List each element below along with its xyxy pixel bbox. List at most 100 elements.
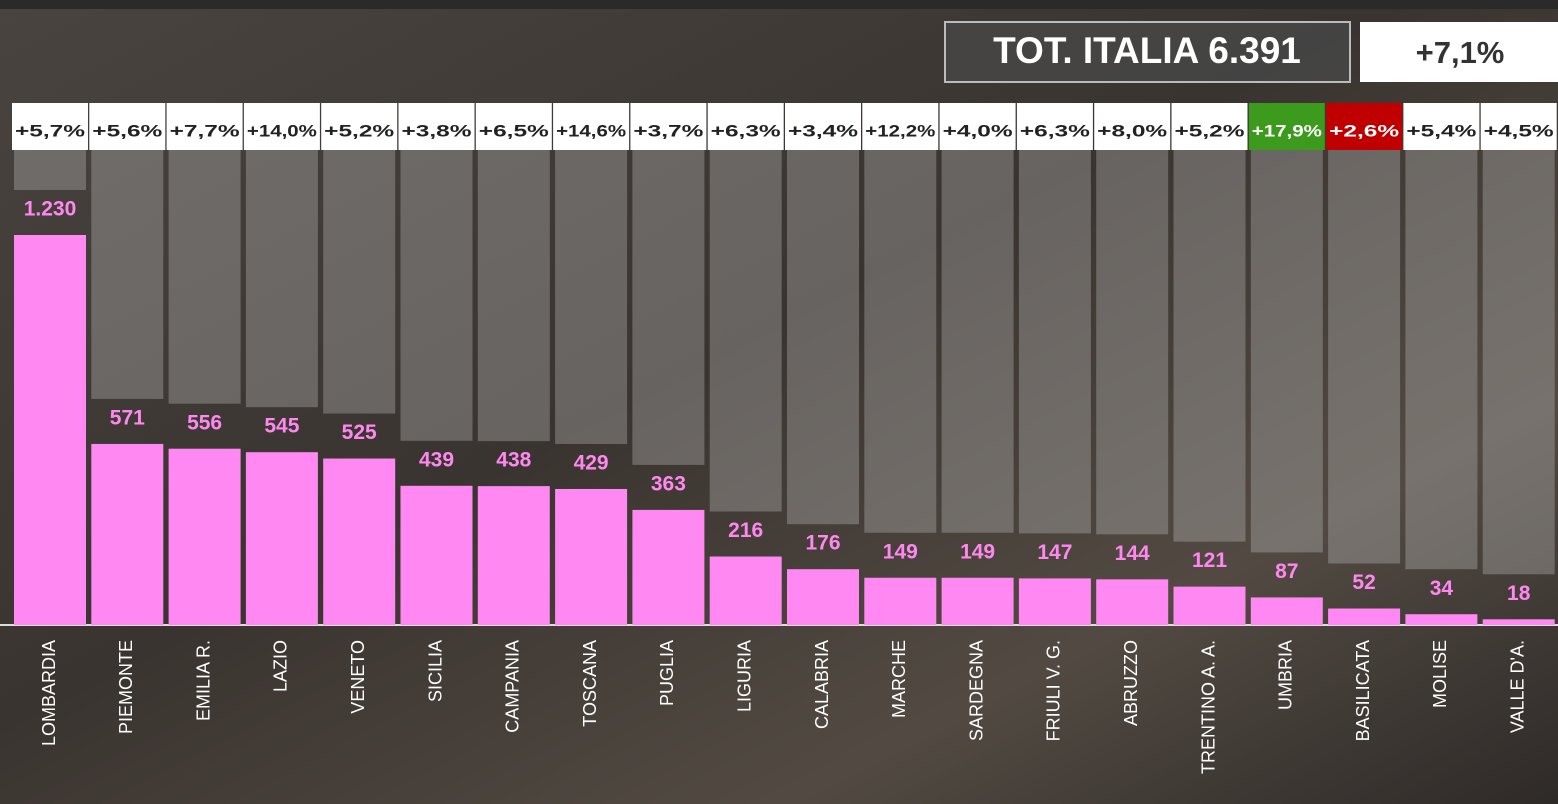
- x-tick-label: BASILICATA: [1353, 640, 1373, 741]
- change-label: +12,2%: [865, 121, 935, 140]
- x-tick-label: LOMBARDIA: [39, 640, 59, 746]
- change-box: [707, 103, 784, 150]
- value-label: 121: [1192, 549, 1227, 572]
- bar: [91, 443, 164, 625]
- x-tick-label: MOLISE: [1430, 640, 1450, 708]
- change-box: [321, 103, 398, 150]
- x-tick-label: TOSCANA: [580, 640, 600, 727]
- x-tick-label: LIGURIA: [734, 640, 754, 712]
- x-tick-label: SICILIA: [425, 640, 445, 702]
- bar: [245, 452, 318, 625]
- total-box: [944, 21, 1351, 83]
- change-label: +5,2%: [1175, 121, 1245, 140]
- change-box: [553, 103, 630, 150]
- bar: [400, 485, 473, 625]
- bar: [1250, 597, 1323, 625]
- value-label: 525: [342, 421, 377, 444]
- bar: [864, 577, 937, 625]
- change-label: +14,0%: [247, 121, 317, 140]
- bar: [323, 458, 396, 625]
- x-tick-label: CALABRIA: [812, 640, 832, 729]
- column-shade: [787, 150, 859, 525]
- value-label: 439: [419, 448, 454, 471]
- change-label: +3,4%: [788, 121, 858, 140]
- value-label: 363: [651, 472, 686, 495]
- value-label: 87: [1275, 560, 1298, 583]
- bar: [14, 235, 86, 625]
- bar: [1405, 614, 1478, 625]
- value-label: 149: [883, 540, 918, 563]
- column-shade: [1096, 150, 1169, 535]
- change-label: +14,6%: [556, 121, 626, 140]
- column-shade: [91, 150, 164, 399]
- column-shade: [1405, 150, 1478, 570]
- value-label: 52: [1352, 571, 1375, 594]
- value-label: 34: [1430, 577, 1454, 600]
- change-box: [1326, 103, 1403, 150]
- column-shade: [1250, 150, 1323, 553]
- column-shade: [477, 150, 550, 442]
- x-tick-label: VALLE D'A.: [1507, 640, 1527, 733]
- column-shade: [555, 150, 628, 444]
- column-shade: [323, 150, 396, 414]
- change-box: [630, 103, 707, 150]
- change-box: [939, 103, 1016, 150]
- bar: [1173, 586, 1246, 625]
- column-shade: [632, 150, 705, 465]
- change-label: +5,6%: [92, 121, 162, 140]
- change-label: +5,2%: [324, 121, 394, 140]
- change-box: [475, 103, 552, 150]
- total-change: +7,1%: [1416, 35, 1505, 70]
- value-label: 429: [574, 452, 609, 475]
- column-shade: [168, 150, 241, 404]
- x-tick-label: EMILIA R.: [193, 640, 213, 721]
- column-shade: [14, 150, 86, 190]
- x-tick-label: SARDEGNA: [966, 640, 986, 741]
- change-label: +2,6%: [1329, 121, 1399, 140]
- x-tick-label: PUGLIA: [657, 640, 677, 706]
- value-label: 545: [264, 415, 299, 438]
- column-shade: [1018, 150, 1091, 534]
- bar: [1096, 579, 1169, 625]
- value-label: 571: [110, 406, 145, 429]
- x-tick-label: CAMPANIA: [503, 640, 523, 733]
- change-box: [1403, 103, 1480, 150]
- top-strip: [0, 0, 1558, 9]
- bar: [1018, 578, 1091, 625]
- change-label: +7,7%: [170, 121, 240, 140]
- x-tick-label: PIEMONTE: [116, 640, 136, 734]
- value-label: 18: [1507, 582, 1531, 605]
- value-label: 1.230: [24, 198, 77, 221]
- change-label: +6,3%: [1020, 121, 1090, 140]
- x-tick-label: FRIULI V. G.: [1044, 640, 1064, 741]
- bar: [1482, 619, 1555, 625]
- value-label: 556: [187, 411, 222, 434]
- x-tick-label: VENETO: [348, 640, 368, 714]
- change-box: [243, 103, 320, 150]
- value-label: 216: [728, 519, 763, 542]
- x-tick-label: MARCHE: [889, 640, 909, 718]
- x-tick-label: UMBRIA: [1276, 640, 1296, 710]
- change-label: +4,5%: [1484, 121, 1554, 140]
- bar: [632, 509, 705, 625]
- column-shade: [941, 150, 1014, 533]
- value-label: 438: [496, 449, 531, 472]
- change-box: [785, 103, 861, 150]
- bar: [477, 486, 550, 625]
- change-label: +6,5%: [479, 121, 549, 140]
- x-tick-label: LAZIO: [271, 640, 291, 692]
- change-box: [862, 103, 939, 150]
- bar: [787, 569, 859, 625]
- column-shade: [1482, 150, 1555, 575]
- value-label: 147: [1037, 541, 1072, 564]
- change-box: [1016, 103, 1093, 150]
- change-box: [398, 103, 475, 150]
- bar: [168, 448, 241, 625]
- change-label: +17,9%: [1252, 121, 1322, 140]
- change-label: +3,7%: [633, 121, 703, 140]
- total-text: TOT. ITALIA 6.391: [993, 30, 1301, 71]
- column-shade: [400, 150, 473, 441]
- total-change-box: [1360, 22, 1558, 82]
